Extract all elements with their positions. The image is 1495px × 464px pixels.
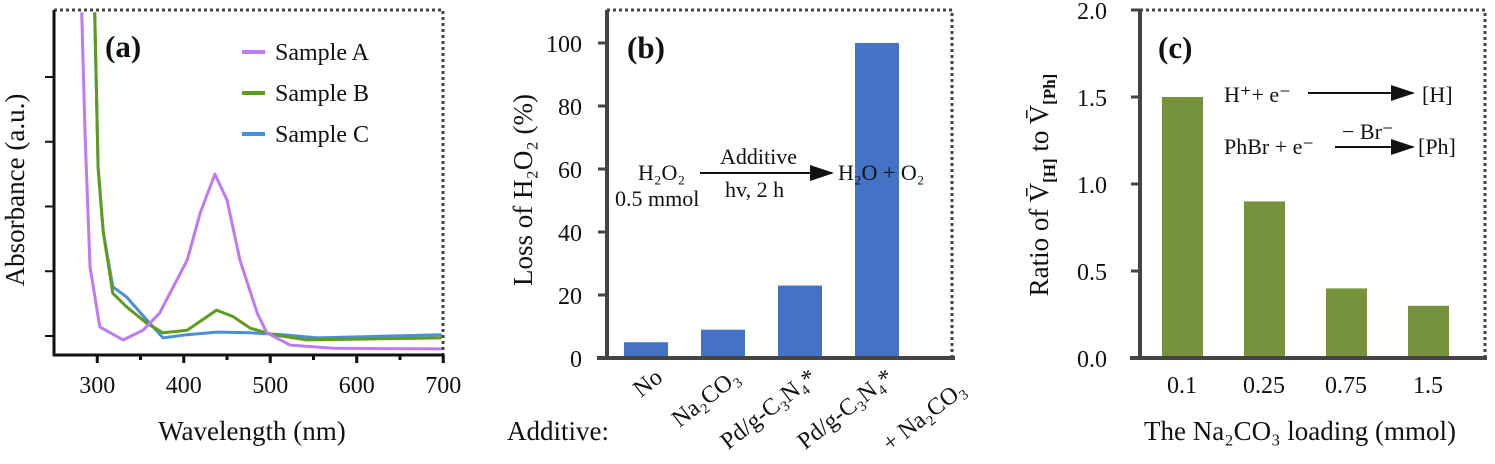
ylabel-part: to — [1024, 124, 1054, 158]
y-tick-label: 60 — [558, 158, 582, 184]
panel-c: 0.0 0.5 1.0 1.5 2.0 0.1 0.25 0.75 1.5 (c) Ratio … — [1024, 0, 1487, 446]
bar — [855, 43, 899, 358]
ylabel-part: V̄ — [1024, 182, 1054, 202]
x-tick-label: 400 — [166, 373, 202, 399]
reaction-2-right: [Ph] — [1418, 134, 1456, 159]
reaction-condition-above: Additive — [720, 144, 797, 169]
ylabel-part: V̄ — [1024, 104, 1054, 124]
series-line-sample-a — [80, 12, 442, 351]
panel-a-label: (a) — [105, 29, 141, 64]
reaction-2-left: PhBr + e⁻ — [1224, 134, 1314, 159]
y-tick-label: 20 — [558, 284, 582, 310]
y-tick-label: 0.5 — [1077, 260, 1107, 286]
reaction-1-left: H⁺+ e⁻ — [1224, 82, 1291, 107]
x-tick-label: 600 — [339, 373, 375, 399]
panel-b-label: (b) — [627, 30, 665, 65]
y-tick-label: 0 — [570, 347, 582, 373]
legend-label: Sample A — [275, 40, 370, 66]
legend-label: Sample B — [275, 81, 369, 107]
panel-c-label: (c) — [1158, 30, 1192, 65]
reaction-scheme-c: H⁺+ e⁻ [H] PhBr + e⁻ − Br⁻ [Ph] — [1224, 82, 1456, 159]
bar — [624, 342, 668, 358]
reactant-amount: 0.5 mmol — [615, 186, 699, 211]
product: H₂O + O₂ — [838, 160, 924, 185]
y-tick-label: 40 — [558, 221, 582, 247]
bar — [1244, 201, 1285, 358]
reaction-condition-below: hv, 2 h — [725, 177, 784, 202]
y-tick-label: 100 — [546, 32, 582, 58]
y-tick-label: 1.5 — [1077, 86, 1107, 112]
reaction-2-above: − Br⁻ — [1342, 119, 1394, 144]
bar — [1408, 305, 1449, 358]
panel-a: (a) Wavelength (nm) Absorbance (a.u.) 30… — [0, 8, 461, 446]
y-tick-label: 1.0 — [1077, 173, 1107, 199]
bar — [778, 285, 822, 358]
bar — [1326, 288, 1367, 358]
series-line-sample-b — [93, 12, 442, 342]
panel-b-xlabel: Additive: — [507, 416, 609, 446]
ylabel-part: Ratio of — [1024, 202, 1054, 296]
series-line-sample-c — [93, 12, 442, 340]
ylabel-part: [Ph] — [1040, 74, 1059, 105]
reactant: H₂O₂ — [638, 160, 685, 185]
bar — [701, 329, 745, 358]
x-tick-label: No — [629, 364, 668, 403]
x-tick-label: 1.5 — [1413, 373, 1443, 399]
x-tick-label: 0.1 — [1167, 373, 1197, 399]
y-tick-label: 0.0 — [1077, 347, 1107, 373]
x-tick-label: 500 — [252, 373, 288, 399]
x-tick-label: 0.25 — [1243, 373, 1285, 399]
x-tick-label: 300 — [79, 373, 115, 399]
panel-c-frame — [1140, 8, 1487, 358]
panel-c-ylabel: Ratio of V̄[H] to V̄[Ph] — [1024, 74, 1059, 297]
panel-a-ylabel: Absorbance (a.u.) — [0, 94, 30, 287]
bar — [1162, 97, 1203, 358]
panel-a-xlabel: Wavelength (nm) — [158, 416, 346, 446]
panel-b-frame — [607, 8, 954, 358]
y-tick-label: 2.0 — [1077, 0, 1107, 25]
panel-c-xlabel: The Na₂CO₃ loading (mmol) — [1144, 416, 1456, 446]
panel-a-frame — [54, 8, 445, 355]
x-tick-label: 700 — [425, 373, 461, 399]
legend-label: Sample C — [275, 122, 369, 148]
ylabel-part: [H] — [1040, 158, 1059, 183]
reaction-1-right: [H] — [1422, 82, 1453, 107]
y-tick-label: 80 — [558, 95, 582, 121]
x-tick-label: 0.75 — [1325, 373, 1367, 399]
reaction-scheme-b: H₂O₂ 0.5 mmol Additive hv, 2 h H₂O + O₂ — [615, 144, 924, 211]
panel-b-ylabel: Loss of H₂O₂ (%) — [508, 94, 538, 286]
